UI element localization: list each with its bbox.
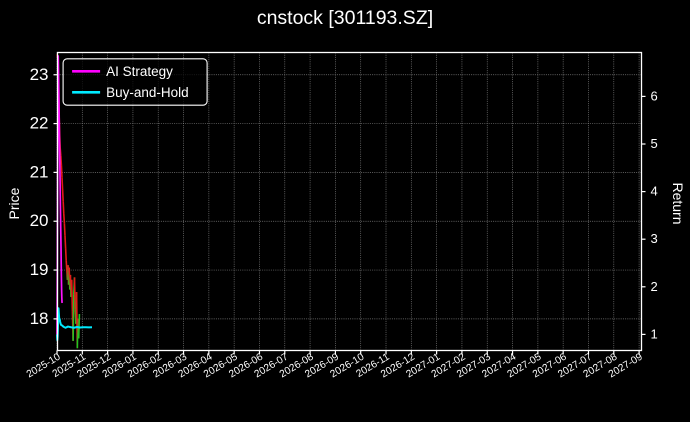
svg-text:Return: Return: [670, 182, 686, 224]
svg-text:2: 2: [651, 279, 658, 294]
svg-text:Buy-and-Hold: Buy-and-Hold: [106, 85, 189, 100]
svg-text:5: 5: [651, 136, 658, 151]
svg-text:20: 20: [30, 211, 49, 230]
svg-text:Price: Price: [6, 187, 22, 219]
svg-text:23: 23: [30, 65, 49, 84]
svg-text:cnstock [301193.SZ]: cnstock [301193.SZ]: [257, 7, 433, 29]
svg-text:22: 22: [30, 114, 49, 133]
svg-text:19: 19: [30, 260, 49, 279]
svg-text:1: 1: [651, 326, 658, 341]
svg-text:AI Strategy: AI Strategy: [106, 64, 173, 79]
svg-text:21: 21: [30, 162, 49, 181]
svg-text:18: 18: [30, 309, 49, 328]
svg-text:6: 6: [651, 88, 658, 103]
svg-text:4: 4: [651, 184, 658, 199]
svg-text:3: 3: [651, 231, 658, 246]
